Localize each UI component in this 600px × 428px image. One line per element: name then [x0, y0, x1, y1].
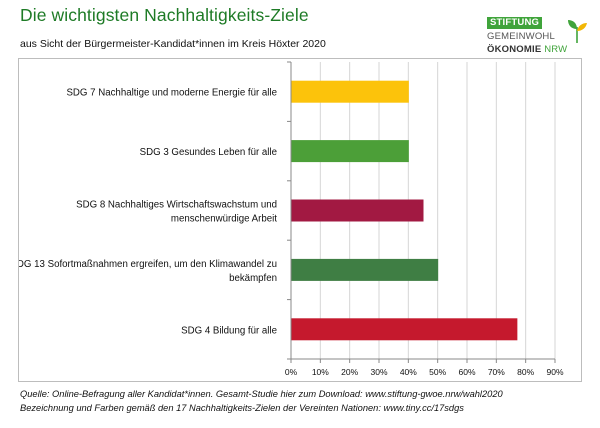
bar	[291, 199, 424, 222]
bar	[291, 140, 409, 163]
logo-line-oekonomie: ÖKONOMIE NRW	[487, 44, 567, 55]
category-label: SDG 3 Gesundes Leben für alle	[140, 147, 277, 158]
x-tick-label: 20%	[341, 367, 358, 377]
x-tick-label: 80%	[517, 367, 534, 377]
logo-oekonomie-text: ÖKONOMIE	[487, 44, 542, 55]
category-label: SDG 8 Nachhaltiges Wirtschaftswachstum u…	[76, 200, 277, 211]
logo-line-stiftung: STIFTUNG	[487, 17, 543, 29]
bar	[291, 318, 518, 341]
logo-nrw-text: NRW	[544, 44, 568, 55]
chart-subtitle: aus Sicht der Bürgermeister-Kandidat*inn…	[20, 38, 326, 50]
sprout-icon	[568, 20, 587, 43]
bar	[291, 80, 409, 103]
stiftung-logo: STIFTUNG GEMEINWOHL ÖKONOMIE NRW	[487, 17, 592, 63]
x-tick-label: 0%	[285, 367, 298, 377]
bar-chart: 0% 10% 20% 30% 40% 50% 60% 70% 80% 90% SDG 7 Nachh…	[19, 61, 564, 377]
sdg-note: Bezeichnung und Farben gemäß den 17 Nach…	[20, 403, 464, 413]
x-tick-label: 30%	[370, 367, 387, 377]
chart-title: Die wichtigsten Nachhaltigkeits-Ziele	[20, 5, 309, 25]
logo-line-gemeinwohl: GEMEINWOHL	[487, 31, 555, 42]
category-label: SDG 13 Sofortmaßnahmen ergreifen, um den…	[19, 259, 277, 270]
source-note: Quelle: Online-Befragung aller Kandidat*…	[20, 389, 503, 399]
category-label: menschenwürdige Arbeit	[171, 214, 277, 225]
x-tick-label: 90%	[546, 367, 563, 377]
x-tick-label: 10%	[312, 367, 329, 377]
bar	[291, 258, 439, 281]
category-label: bekämpfen	[229, 273, 277, 284]
chart-frame: 0% 10% 20% 30% 40% 50% 60% 70% 80% 90% SDG 7 Nachh…	[18, 58, 582, 382]
x-tick-label: 40%	[400, 367, 417, 377]
x-tick-label: 50%	[429, 367, 446, 377]
x-tick-label: 70%	[488, 367, 505, 377]
category-label: SDG 7 Nachhaltige und moderne Energie fü…	[66, 88, 277, 99]
x-tick-label: 60%	[458, 367, 475, 377]
category-label: SDG 4 Bildung für alle	[181, 325, 277, 336]
